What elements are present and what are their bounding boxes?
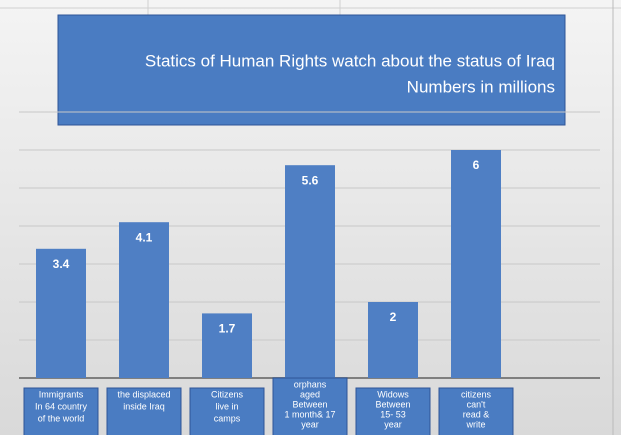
x-tick-label: inside Iraq xyxy=(123,401,165,411)
x-tick-label: citizens xyxy=(461,389,492,399)
x-tick-label: Between xyxy=(292,399,327,409)
x-tick-label: of the world xyxy=(38,413,85,423)
x-tick-label: Between xyxy=(375,399,410,409)
x-tick-label: can't xyxy=(467,399,486,409)
x-tick-label: read & xyxy=(463,409,490,419)
x-tick-label: Immigrants xyxy=(39,389,84,399)
value-label: 2 xyxy=(390,310,397,324)
x-tick-label: year xyxy=(301,419,319,429)
x-tick-label: the displaced xyxy=(117,389,170,399)
value-label: 3.4 xyxy=(53,257,70,271)
x-tick-label: aged xyxy=(300,389,320,399)
bar xyxy=(36,248,86,378)
chart-subtitle: Numbers in millions xyxy=(407,77,555,96)
bar xyxy=(119,222,169,378)
bar xyxy=(285,165,335,378)
x-tick-label: Citizens xyxy=(211,389,244,399)
category-box xyxy=(355,387,431,435)
category-box xyxy=(189,387,265,435)
x-tick-label: 1 month& 17 xyxy=(284,409,335,419)
x-tick-label: Widows xyxy=(377,389,409,399)
category-box xyxy=(106,387,182,435)
chart-title: Statics of Human Rights watch about the … xyxy=(145,51,555,70)
x-tick-label: camps xyxy=(214,413,241,423)
x-tick-label: 15- 53 xyxy=(380,409,406,419)
value-label: 6 xyxy=(473,158,480,172)
bar xyxy=(202,313,252,378)
x-tick-label: orphans xyxy=(294,379,327,389)
category-box xyxy=(23,387,99,435)
value-label: 1.7 xyxy=(219,322,236,336)
x-tick-label: year xyxy=(384,419,402,429)
title-box xyxy=(57,14,566,126)
x-tick-label: live in xyxy=(215,401,238,411)
category-box xyxy=(272,377,348,435)
category-box xyxy=(438,387,514,435)
value-label: 4.1 xyxy=(136,230,153,244)
x-tick-label: write xyxy=(465,419,485,429)
x-tick-label: In 64 country xyxy=(35,401,88,411)
bar xyxy=(451,150,501,378)
value-label: 5.6 xyxy=(302,173,319,187)
bar xyxy=(368,302,418,378)
